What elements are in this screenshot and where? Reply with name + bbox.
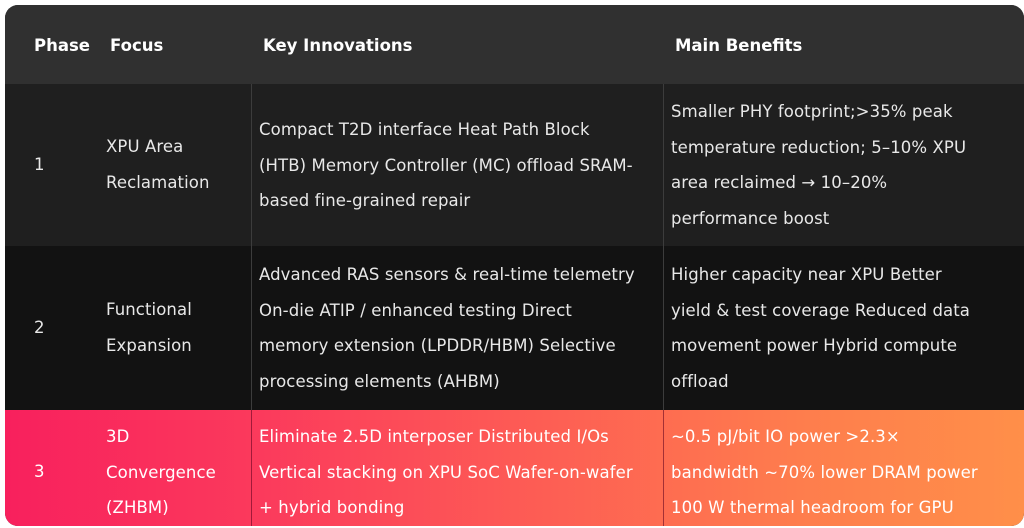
column-divider [663,410,664,526]
header-focus: Focus [110,36,164,55]
phase-cell: 2 [34,318,45,337]
header-main-benefits: Main Benefits [675,36,803,55]
focus-cell: XPU Area Reclamation [106,137,210,192]
focus-cell: Functional Expansion [106,300,192,355]
focus-cell: 3D Convergence (ZHBM) [106,427,216,517]
benefits-cell: Smaller PHY footprint;>35% peak temperat… [671,102,967,228]
benefits-cell: ~0.5 pJ/bit IO power >2.3× bandwidth ~70… [671,427,978,517]
header-key-innovations: Key Innovations [263,36,413,55]
innovations-cell: Advanced RAS sensors & real-time telemet… [259,265,635,391]
benefits-cell: Higher capacity near XPU Better yield & … [671,265,971,391]
column-divider [663,246,664,410]
table-header-row: Phase Focus Key Innovations Main Benefit… [5,5,1024,84]
column-divider [251,246,252,410]
table-row: 2 Functional Expansion Advanced RAS sens… [5,246,1024,410]
innovations-cell: Compact T2D interface Heat Path Block (H… [259,120,633,210]
header-phase: Phase [34,36,90,55]
phase-table: Phase Focus Key Innovations Main Benefit… [5,5,1024,526]
column-divider [663,84,664,246]
phase-cell: 1 [34,155,45,174]
table-row: 3 3D Convergence (ZHBM) Eliminate 2.5D i… [5,410,1024,526]
column-divider [251,84,252,246]
innovations-cell: Eliminate 2.5D interposer Distributed I/… [259,427,633,517]
column-divider [251,410,252,526]
phase-cell: 3 [34,462,45,481]
table-row: 1 XPU Area Reclamation Compact T2D inter… [5,84,1024,246]
